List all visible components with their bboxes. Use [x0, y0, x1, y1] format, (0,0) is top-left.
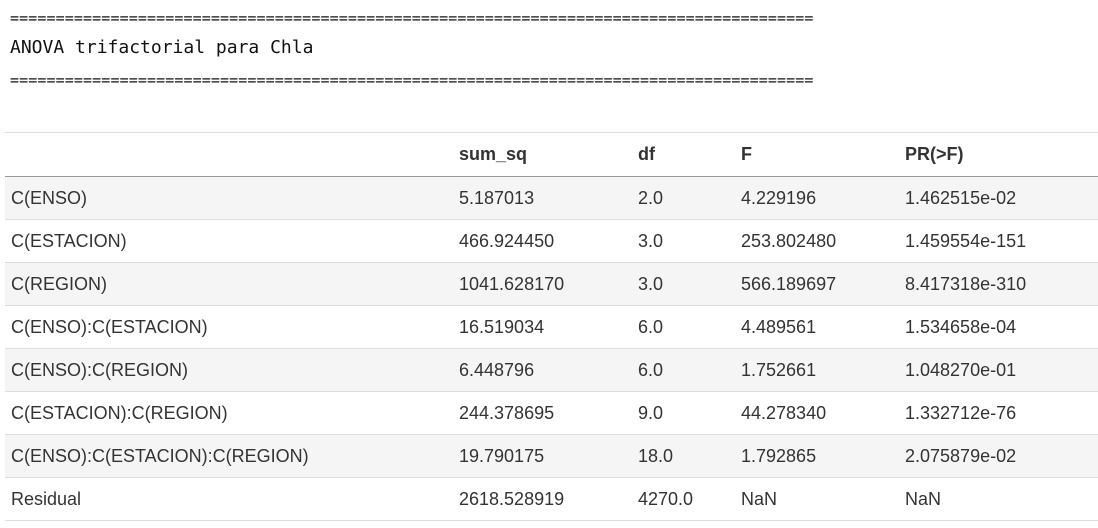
- table-row: C(ESTACION) 466.924450 3.0 253.802480 1.…: [5, 219, 1098, 263]
- pr-f-cell: NaN: [905, 488, 942, 509]
- sum-sq-cell: 6.448796: [459, 359, 535, 380]
- table-row: C(ENSO):C(REGION) 6.448796 6.0 1.752661 …: [5, 348, 1098, 392]
- pr-f-cell: 1.048270e-01: [905, 359, 1017, 380]
- column-header-df: df: [632, 132, 735, 177]
- column-header-index: [5, 132, 453, 177]
- column-header-f: F: [735, 132, 899, 177]
- sum-sq-cell: 244.378695: [459, 402, 555, 423]
- pr-f-cell: 2.075879e-02: [905, 445, 1017, 466]
- df-cell: 9.0: [638, 402, 664, 423]
- table-row: C(ENSO):C(ESTACION) 16.519034 6.0 4.4895…: [5, 305, 1098, 349]
- f-cell: 4.229196: [741, 187, 817, 208]
- f-cell: 4.489561: [741, 316, 817, 337]
- pr-f-cell: 8.417318e-310: [905, 273, 1027, 294]
- f-cell: NaN: [741, 488, 778, 509]
- sum-sq-cell: 466.924450: [459, 230, 555, 251]
- sum-sq-cell: 1041.628170: [459, 273, 565, 294]
- table-row: C(ENSO):C(ESTACION):C(REGION) 19.790175 …: [5, 434, 1098, 478]
- bottom-separator-line: ========================================…: [10, 71, 814, 89]
- column-header-sum-sq: sum_sq: [453, 132, 632, 177]
- f-cell: 44.278340: [741, 402, 827, 423]
- top-separator-line: ========================================…: [10, 9, 814, 27]
- f-cell: 1.792865: [741, 445, 817, 466]
- table-row: C(ESTACION):C(REGION) 244.378695 9.0 44.…: [5, 391, 1098, 435]
- row-label: C(REGION): [11, 273, 107, 294]
- df-cell: 2.0: [638, 187, 664, 208]
- f-cell: 1.752661: [741, 359, 817, 380]
- df-cell: 3.0: [638, 230, 664, 251]
- f-cell: 566.189697: [741, 273, 837, 294]
- row-label: Residual: [11, 488, 82, 509]
- table-row: C(REGION) 1041.628170 3.0 566.189697 8.4…: [5, 262, 1098, 306]
- pr-f-cell: 1.462515e-02: [905, 187, 1017, 208]
- df-cell: 18.0: [638, 445, 674, 466]
- sum-sq-cell: 16.519034: [459, 316, 545, 337]
- df-cell: 6.0: [638, 316, 664, 337]
- anova-table: sum_sq df F PR(>F) C(ENSO) 5.187013 2.0 …: [5, 132, 1098, 521]
- table-header-row: sum_sq df F PR(>F): [5, 132, 1098, 177]
- row-label: C(ENSO): [11, 187, 87, 208]
- row-label: C(ENSO):C(ESTACION): [11, 316, 208, 337]
- sum-sq-cell: 19.790175: [459, 445, 545, 466]
- f-cell: 253.802480: [741, 230, 837, 251]
- df-cell: 4270.0: [638, 488, 694, 509]
- row-label: C(ENSO):C(ESTACION):C(REGION): [11, 445, 309, 466]
- pr-f-cell: 1.332712e-76: [905, 402, 1017, 423]
- df-cell: 3.0: [638, 273, 664, 294]
- table-row: Residual 2618.528919 4270.0 NaN NaN: [5, 477, 1098, 521]
- df-cell: 6.0: [638, 359, 664, 380]
- table-row: C(ENSO) 5.187013 2.0 4.229196 1.462515e-…: [5, 176, 1098, 220]
- sum-sq-cell: 5.187013: [459, 187, 535, 208]
- sum-sq-cell: 2618.528919: [459, 488, 565, 509]
- row-label: C(ESTACION):C(REGION): [11, 402, 228, 423]
- pr-f-cell: 1.459554e-151: [905, 230, 1027, 251]
- anova-title: ANOVA trifactorial para Chla: [10, 37, 314, 58]
- row-label: C(ESTACION): [11, 230, 127, 251]
- column-header-pr-f: PR(>F): [899, 132, 1098, 177]
- row-label: C(ENSO):C(REGION): [11, 359, 188, 380]
- pr-f-cell: 1.534658e-04: [905, 316, 1017, 337]
